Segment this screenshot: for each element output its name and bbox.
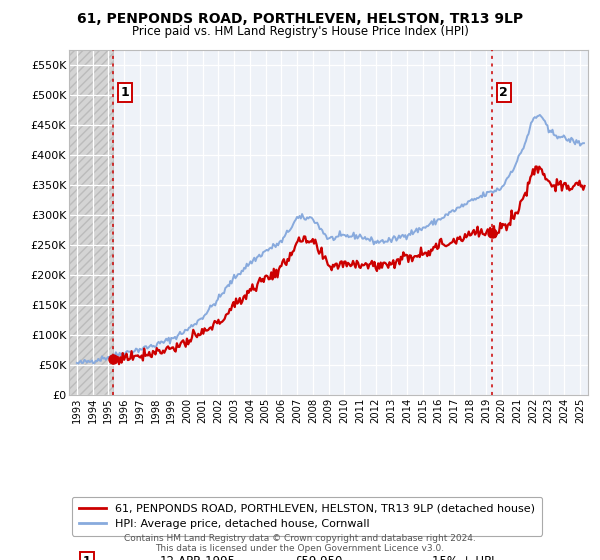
Text: 2: 2 xyxy=(499,86,508,99)
Text: Contains HM Land Registry data © Crown copyright and database right 2024.
This d: Contains HM Land Registry data © Crown c… xyxy=(124,534,476,553)
Text: 1: 1 xyxy=(121,86,130,99)
Bar xyxy=(69,50,113,395)
Text: 15% ↓ HPI: 15% ↓ HPI xyxy=(432,556,495,560)
Legend: 61, PENPONDS ROAD, PORTHLEVEN, HELSTON, TR13 9LP (detached house), HPI: Average : 61, PENPONDS ROAD, PORTHLEVEN, HELSTON, … xyxy=(72,497,542,536)
Text: £59,950: £59,950 xyxy=(294,556,343,560)
Text: 1: 1 xyxy=(83,556,91,560)
Text: 61, PENPONDS ROAD, PORTHLEVEN, HELSTON, TR13 9LP: 61, PENPONDS ROAD, PORTHLEVEN, HELSTON, … xyxy=(77,12,523,26)
Text: Price paid vs. HM Land Registry's House Price Index (HPI): Price paid vs. HM Land Registry's House … xyxy=(131,25,469,38)
Text: 12-APR-1995: 12-APR-1995 xyxy=(160,556,236,560)
